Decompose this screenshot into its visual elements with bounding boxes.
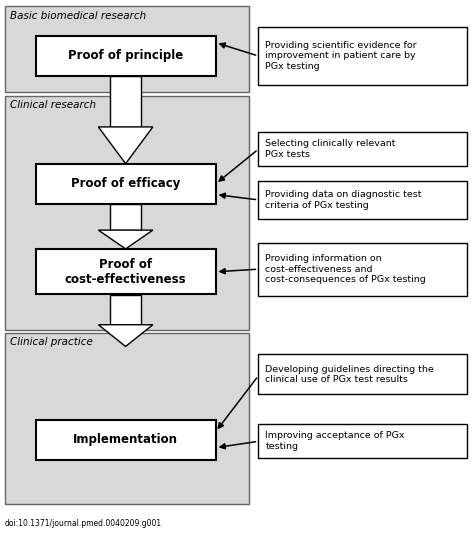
Polygon shape (99, 230, 153, 249)
Text: Selecting clinically relevant
PGx tests: Selecting clinically relevant PGx tests (265, 139, 396, 159)
Bar (258, 354, 467, 394)
Bar (36, 249, 216, 294)
Text: Clinical practice: Clinical practice (10, 337, 93, 348)
Text: Implementation: Implementation (73, 433, 178, 446)
Text: Basic biomedical research: Basic biomedical research (10, 11, 146, 21)
Bar (258, 132, 467, 166)
Text: Providing data on diagnostic test
criteria of PGx testing: Providing data on diagnostic test criter… (265, 190, 422, 209)
Bar (110, 204, 141, 230)
Bar (5, 96, 249, 330)
Text: Proof of principle: Proof of principle (68, 50, 183, 62)
Bar (36, 164, 216, 204)
Text: Proof of
cost-effectiveness: Proof of cost-effectiveness (65, 258, 186, 286)
Bar (258, 243, 467, 296)
Text: Developing guidelines directing the
clinical use of PGx test results: Developing guidelines directing the clin… (265, 365, 434, 384)
Bar (110, 295, 141, 325)
Bar (110, 76, 141, 127)
Text: doi:10.1371/journal.pmed.0040209.g001: doi:10.1371/journal.pmed.0040209.g001 (5, 519, 162, 528)
Text: Improving acceptance of PGx
testing: Improving acceptance of PGx testing (265, 431, 405, 451)
Bar (258, 27, 467, 85)
Bar (258, 181, 467, 219)
Polygon shape (99, 127, 153, 164)
Bar (5, 333, 249, 504)
Bar (36, 420, 216, 459)
Bar (5, 6, 249, 92)
Text: Proof of efficacy: Proof of efficacy (71, 177, 180, 190)
Text: Clinical research: Clinical research (10, 100, 97, 110)
Text: Providing information on
cost-effectiveness and
cost-consequences of PGx testing: Providing information on cost-effectiven… (265, 254, 426, 284)
Polygon shape (99, 325, 153, 346)
Bar (258, 424, 467, 458)
Bar (36, 36, 216, 76)
Text: Providing scientific evidence for
improvement in patient care by
PGx testing: Providing scientific evidence for improv… (265, 41, 417, 71)
